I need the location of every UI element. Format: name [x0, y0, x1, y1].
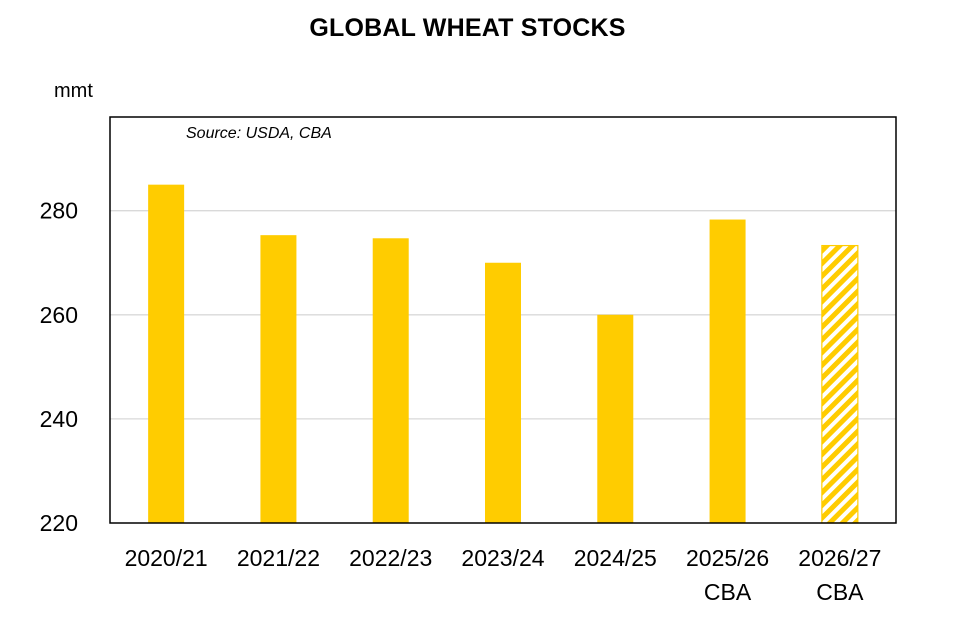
bar-2026-27	[822, 246, 858, 523]
bar-2021-22	[260, 235, 296, 523]
source-note: Source: USDA, CBA	[186, 125, 332, 142]
x-tick-label: 2026/27	[798, 545, 881, 571]
x-tick-label: 2024/25	[574, 545, 657, 571]
y-tick-label: 220	[40, 510, 78, 536]
bar-2024-25	[597, 315, 633, 523]
x-tick-label: 2023/24	[461, 545, 544, 571]
bar-2022-23	[373, 238, 409, 523]
bar-2025-26	[710, 220, 746, 523]
x-tick-label: 2021/22	[237, 545, 320, 571]
x-tick-label: CBA	[816, 579, 864, 605]
x-tick-label: CBA	[704, 579, 752, 605]
y-tick-label: 240	[40, 406, 78, 432]
bar-2020-21	[148, 185, 184, 523]
x-tick-label: 2025/26	[686, 545, 769, 571]
bar-2023-24	[485, 263, 521, 523]
y-tick-label: 260	[40, 302, 78, 328]
x-tick-label: 2022/23	[349, 545, 432, 571]
y-tick-label: 280	[40, 198, 78, 224]
x-tick-label: 2020/21	[125, 545, 208, 571]
